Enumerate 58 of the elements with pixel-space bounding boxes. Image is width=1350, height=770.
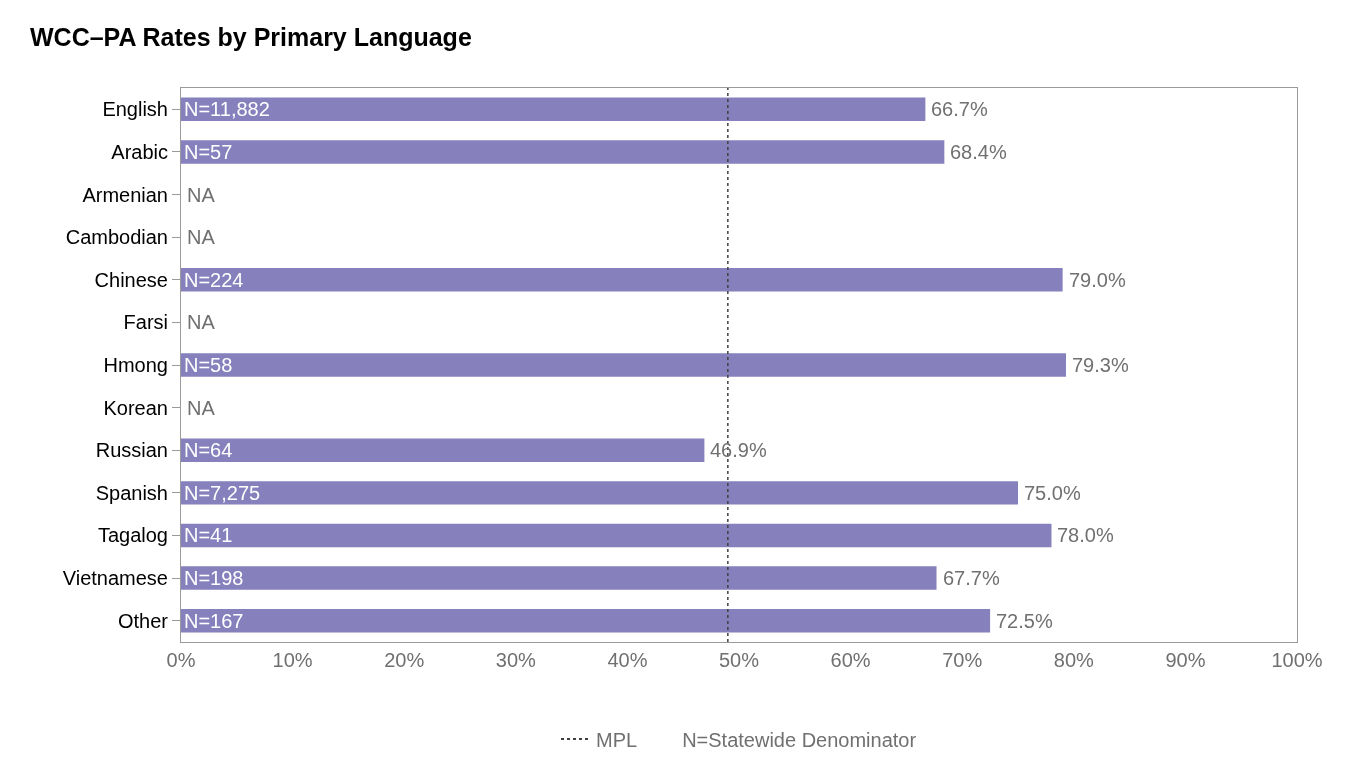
x-tick-label: 90% (1165, 649, 1206, 671)
y-tick-label: Armenian (82, 183, 168, 206)
text: NA (187, 226, 215, 248)
y-tick-label: Other (117, 609, 169, 632)
text: NA (187, 311, 215, 333)
legend-label: MPL (596, 728, 638, 751)
x-tick-label: 10% (272, 649, 313, 671)
y-tick-label: Korean (103, 396, 168, 419)
y-tick-label: Spanish (95, 481, 168, 504)
annotation: N=64 (184, 439, 233, 461)
bar (181, 438, 705, 462)
text: NA (187, 397, 215, 419)
chart-title: WCC–PA Rates by Primary Language (30, 22, 472, 51)
x-tick-label: 80% (1053, 649, 1095, 671)
bar (181, 353, 1066, 377)
bar (181, 566, 937, 590)
annotation: N=57 (184, 141, 233, 163)
bar (181, 97, 926, 122)
data-label: 79.3% (1072, 354, 1129, 376)
x-tick-label: 100% (1271, 649, 1323, 671)
y-tick-label: Cambodian (65, 226, 168, 249)
annotation: N=11,882 (184, 98, 270, 120)
data-label: 67.7% (943, 567, 1000, 589)
bar (181, 140, 945, 164)
text: N=Statewide Denominator (682, 728, 917, 751)
text: NA (187, 184, 215, 206)
data-label: 79.0% (1069, 269, 1126, 291)
x-tick-label: 40% (607, 649, 648, 671)
bar (181, 268, 1063, 292)
annotation: N=198 (184, 567, 244, 589)
annotation: N=167 (184, 610, 244, 632)
x-tick-label: 50% (718, 649, 760, 671)
x-tick-label: 0% (166, 649, 196, 671)
y-tick-label: Chinese (94, 268, 168, 291)
bar (181, 608, 991, 633)
bar (181, 523, 1052, 548)
x-tick-label: 70% (942, 649, 983, 671)
x-tick-label: 30% (495, 649, 537, 671)
data-label: 72.5% (996, 610, 1053, 632)
y-tick-label: English (102, 98, 168, 121)
annotation: N=7,275 (184, 482, 261, 504)
bar (181, 481, 1018, 505)
data-label: 46.9% (710, 439, 767, 461)
data-label: 78.0% (1057, 524, 1114, 546)
y-tick-label: Vietnamese (62, 567, 168, 590)
x-tick-label: 20% (384, 649, 425, 671)
y-tick-label: Farsi (123, 311, 168, 334)
y-tick-label: Hmong (103, 354, 168, 376)
annotation: N=224 (184, 269, 244, 291)
y-tick-label: Arabic (111, 140, 168, 163)
data-label: 75.0% (1024, 482, 1081, 504)
data-label: 66.7% (931, 98, 988, 120)
annotation: N=41 (184, 524, 233, 546)
annotation: N=58 (184, 354, 233, 376)
data-label: 68.4% (950, 141, 1007, 163)
y-tick-label: Russian (95, 439, 168, 462)
y-tick-label: Tagalog (97, 524, 168, 547)
x-tick-label: 60% (830, 649, 871, 671)
